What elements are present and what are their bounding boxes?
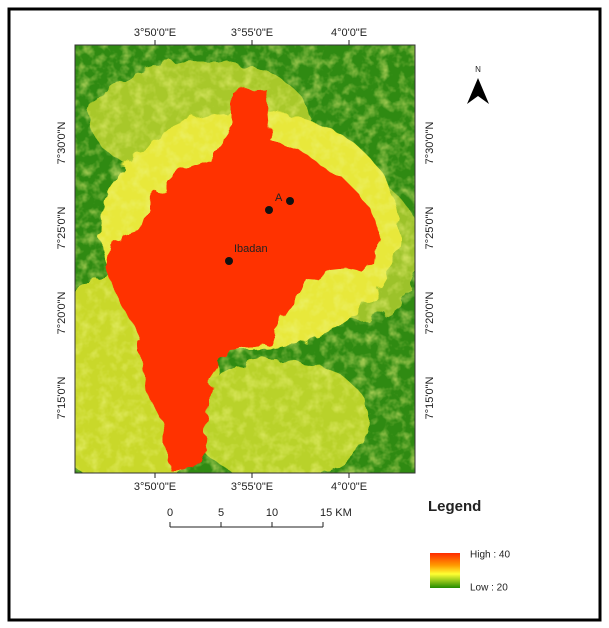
page-frame xyxy=(7,7,602,622)
scale-label: 0 xyxy=(167,507,173,519)
longitude-label: 3°55'0"E xyxy=(231,27,273,39)
scale-label: 15 KM xyxy=(320,507,352,519)
longitude-label: 4°0'0"E xyxy=(331,481,367,493)
legend-ramp xyxy=(430,553,460,588)
scale-label: 5 xyxy=(218,507,224,519)
latitude-label: 7°25'0"N xyxy=(424,207,436,250)
place-label: Ibadan xyxy=(234,243,268,255)
longitude-label: 3°55'0"E xyxy=(231,481,273,493)
longitude-label: 4°0'0"E xyxy=(331,27,367,39)
legend-title: Legend xyxy=(428,498,481,515)
legend: Legend High : 40 Low : 20 xyxy=(428,498,510,594)
right-graticule: 7°30'0"N 7°25'0"N 7°20'0"N 7°15'0"N xyxy=(424,122,436,420)
latitude-label: 7°20'0"N xyxy=(56,292,68,335)
map-frame xyxy=(74,44,416,474)
left-graticule: 7°30'0"N 7°25'0"N 7°20'0"N 7°15'0"N xyxy=(56,122,68,420)
bottom-graticule: 3°50'0"E 3°55'0"E 4°0'0"E xyxy=(134,473,367,493)
places: A Ibadan xyxy=(225,192,294,265)
latitude-label: 7°30'0"N xyxy=(56,122,68,165)
longitude-label: 3°50'0"E xyxy=(134,27,176,39)
place-dot xyxy=(265,206,273,214)
top-graticule: 3°50'0"E 3°55'0"E 4°0'0"E xyxy=(134,27,367,45)
latitude-label: 7°20'0"N xyxy=(424,292,436,335)
north-arrow-shape xyxy=(467,78,489,104)
latitude-label: 7°15'0"N xyxy=(424,377,436,420)
legend-high: High : 40 xyxy=(470,550,510,561)
scale-label: 10 xyxy=(266,507,278,519)
north-arrow: N xyxy=(467,65,489,104)
latitude-label: 7°30'0"N xyxy=(424,122,436,165)
place-dot xyxy=(225,257,233,265)
scale-bar: 0 5 10 15 KM xyxy=(167,507,352,528)
longitude-label: 3°50'0"E xyxy=(134,481,176,493)
latitude-label: 7°15'0"N xyxy=(56,377,68,420)
legend-low: Low : 20 xyxy=(470,583,508,594)
land-surface-raster xyxy=(75,45,415,473)
place-dot xyxy=(286,197,294,205)
latitude-label: 7°25'0"N xyxy=(56,207,68,250)
place-label: A xyxy=(275,192,283,204)
north-label: N xyxy=(475,65,481,74)
